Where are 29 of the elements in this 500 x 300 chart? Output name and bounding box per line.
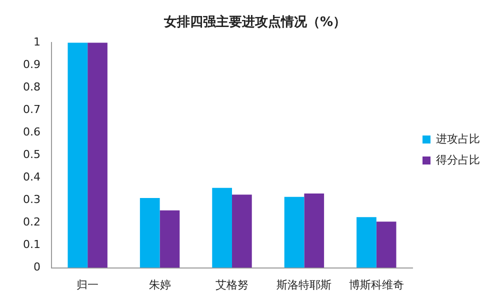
y-tick-label: 0.4 bbox=[22, 170, 40, 184]
bar bbox=[68, 42, 88, 268]
chart-title: 女排四强主要进攻点情况（%） bbox=[162, 14, 346, 30]
y-tick-label: 0.3 bbox=[22, 193, 40, 206]
y-tick-label: 0 bbox=[33, 260, 40, 274]
y-tick-label: 0.2 bbox=[22, 216, 40, 229]
bar bbox=[212, 188, 232, 268]
x-tick-label: 斯洛特耶斯 bbox=[276, 278, 332, 292]
y-tick-label: 1 bbox=[33, 35, 40, 48]
y-tick-label: 0.9 bbox=[22, 58, 40, 71]
x-tick-label: 归一 bbox=[76, 278, 99, 292]
y-tick-label: 0.1 bbox=[22, 238, 40, 252]
y-tick-label: 0.7 bbox=[22, 103, 40, 116]
bar bbox=[232, 194, 252, 268]
y-tick-label: 0.5 bbox=[22, 148, 40, 162]
bar bbox=[376, 222, 396, 268]
y-tick-label: 0.8 bbox=[22, 80, 40, 94]
bar bbox=[160, 210, 180, 268]
legend-label: 得分占比 bbox=[436, 153, 480, 166]
bar bbox=[304, 193, 324, 268]
bar bbox=[284, 196, 304, 268]
bar bbox=[356, 217, 376, 268]
x-tick-label: 艾格努 bbox=[215, 278, 248, 292]
x-tick-label: 博斯科维奇 bbox=[348, 278, 404, 292]
y-tick-label: 0.6 bbox=[22, 126, 40, 139]
legend-label: 进攻占比 bbox=[436, 132, 480, 146]
bar bbox=[88, 42, 108, 268]
bar bbox=[140, 198, 160, 268]
x-tick-label: 朱婷 bbox=[148, 278, 171, 292]
